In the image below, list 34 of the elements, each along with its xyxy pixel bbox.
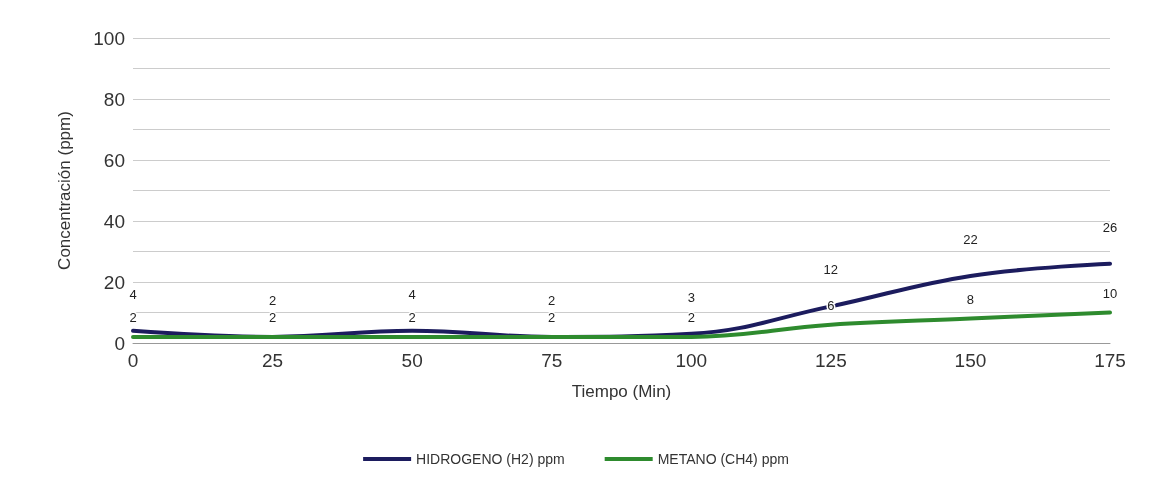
x-tick-label: 125 bbox=[815, 350, 847, 371]
data-label: 4 bbox=[129, 286, 137, 302]
y-tick-label: 20 bbox=[103, 271, 125, 293]
data-label: 8 bbox=[966, 291, 975, 307]
y-tick-label: 100 bbox=[93, 27, 125, 49]
y-tick-label: 40 bbox=[103, 210, 125, 232]
data-label: 2 bbox=[268, 292, 277, 308]
y-axis-title: Concentración (ppm) bbox=[55, 111, 74, 270]
x-tick-label: 100 bbox=[675, 350, 708, 371]
x-tick-label: 150 bbox=[954, 350, 987, 371]
legend-label: METANO (CH4) ppm bbox=[657, 451, 789, 467]
data-label: 22 bbox=[963, 231, 978, 247]
x-tick-label: 75 bbox=[541, 350, 563, 371]
data-label: 2 bbox=[268, 309, 277, 325]
data-label: 2 bbox=[408, 309, 416, 325]
data-label: 2 bbox=[548, 292, 556, 308]
line-series bbox=[131, 310, 1112, 339]
data-label: 2 bbox=[687, 309, 695, 325]
y-tick-label: 60 bbox=[103, 149, 125, 171]
data-label: 2 bbox=[548, 309, 556, 325]
y-tick-label: 80 bbox=[103, 88, 125, 110]
data-label: 10 bbox=[1102, 285, 1118, 301]
legend-label: HIDROGENO (H2) ppm bbox=[416, 451, 565, 467]
x-tick-label: 25 bbox=[262, 350, 284, 371]
x-tick-label: 175 bbox=[1094, 350, 1126, 371]
data-label: 2 bbox=[129, 309, 137, 325]
data-label: 26 bbox=[1102, 219, 1118, 235]
x-tick-label: 0 bbox=[127, 350, 139, 371]
x-axis-title: Tiempo (Min) bbox=[571, 382, 672, 401]
y-tick-label: 0 bbox=[114, 332, 125, 354]
data-label: 12 bbox=[823, 262, 839, 278]
data-label: 3 bbox=[687, 289, 695, 305]
data-label: 4 bbox=[408, 286, 416, 302]
x-tick-label: 50 bbox=[401, 350, 423, 371]
